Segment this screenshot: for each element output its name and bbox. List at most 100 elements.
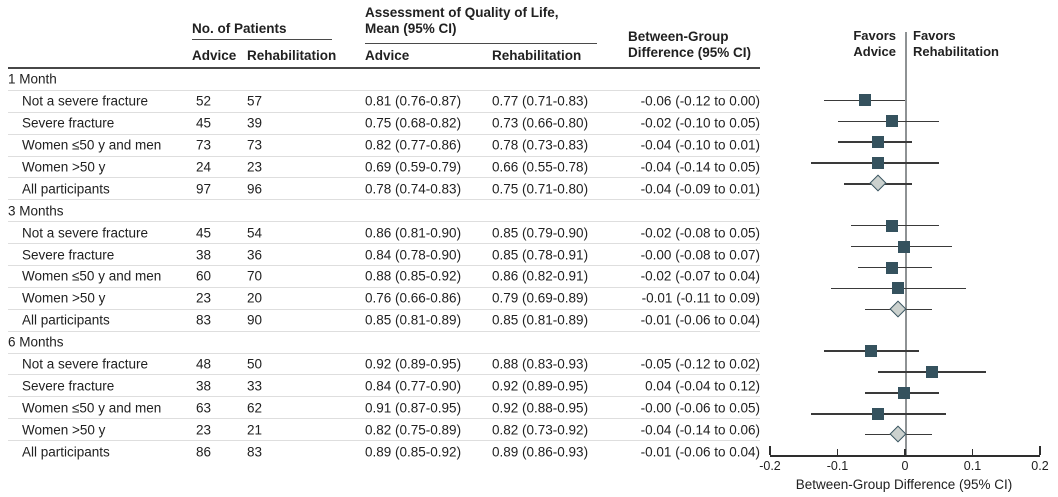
cell-subgroup-label: Severe fracture	[22, 378, 115, 394]
axis-line	[770, 455, 1040, 457]
cell-qol-rehabilitation: 0.85 (0.78-0.91)	[492, 247, 589, 263]
cell-subgroup-label: Not a severe fracture	[22, 93, 149, 109]
axis-tick-label: 0.2	[1031, 459, 1049, 473]
table-row: All participants 86 83 0.89 (0.85-0.92) 0.89…	[8, 441, 760, 462]
subheader-qol-rehabilitation: Rehabilitation	[492, 48, 582, 63]
cell-between-group-difference: -0.04 (-0.10 to 0.01)	[640, 137, 760, 153]
cell-n-rehabilitation: 70	[247, 268, 263, 284]
cell-qol-advice: 0.82 (0.75-0.89)	[365, 422, 462, 438]
forest-marker-square	[897, 386, 910, 399]
cell-qol-advice: 0.92 (0.89-0.95)	[365, 356, 462, 372]
cell-qol-rehabilitation: 0.92 (0.88-0.95)	[492, 400, 589, 416]
favors-rehabilitation-label: Favors Rehabilitation	[913, 28, 999, 59]
cell-n-rehabilitation: 90	[247, 312, 263, 328]
cell-between-group-difference: -0.04 (-0.09 to 0.01)	[640, 181, 760, 197]
axis-tick	[904, 449, 906, 455]
cell-n-advice: 97	[196, 181, 212, 197]
cell-n-rehabilitation: 54	[247, 225, 263, 241]
cell-subgroup-label: Women >50 y	[22, 159, 106, 175]
cell-subgroup-label: All participants	[22, 444, 110, 460]
cell-qol-rehabilitation: 0.89 (0.86-0.93)	[492, 444, 589, 460]
forest-marker-square	[885, 115, 898, 128]
cell-qol-advice: 0.78 (0.74-0.83)	[365, 181, 462, 197]
cell-qol-rehabilitation: 0.77 (0.71-0.83)	[492, 93, 589, 109]
cell-subgroup-label: Not a severe fracture	[22, 225, 149, 241]
axis-tick-label: -0.1	[826, 459, 849, 473]
table-row: Women >50 y 24 23 0.69 (0.59-0.79) 0.66 (0.5…	[8, 157, 760, 179]
rule-under-qol	[365, 43, 597, 44]
table-row: Women ≤50 y and men 63 62 0.91 (0.87-0.95) 0…	[8, 397, 760, 420]
cell-n-rehabilitation: 83	[247, 444, 263, 460]
subgroup-table: 1 Month Not a severe fracture 52 57 0.81 (0.…	[8, 69, 760, 462]
axis-tick-label: -0.2	[759, 459, 781, 473]
cell-between-group-difference: -0.02 (-0.08 to 0.05)	[640, 225, 760, 241]
cell-n-advice: 45	[196, 225, 212, 241]
cell-n-rehabilitation: 23	[247, 159, 263, 175]
cell-n-rehabilitation: 39	[247, 115, 263, 131]
cell-qol-advice: 0.76 (0.66-0.86)	[365, 290, 462, 306]
cell-between-group-difference: -0.00 (-0.06 to 0.05)	[640, 400, 760, 416]
cell-qol-rehabilitation: 0.82 (0.73-0.92)	[492, 422, 589, 438]
table-row: Women >50 y 23 20 0.76 (0.66-0.86) 0.79 (0.6…	[8, 288, 760, 310]
cell-subgroup-label: Women ≤50 y and men	[22, 268, 162, 284]
table-row: Women >50 y 23 21 0.82 (0.75-0.89) 0.82 (0.7…	[8, 419, 760, 442]
table-row: All participants 83 90 0.85 (0.81-0.89) 0.85…	[8, 310, 760, 332]
cell-qol-advice: 0.89 (0.85-0.92)	[365, 444, 462, 460]
cell-n-advice: 23	[196, 290, 212, 306]
cell-n-advice: 24	[196, 159, 212, 175]
forest-marker-diamond	[889, 300, 907, 318]
cell-qol-rehabilitation: 0.73 (0.66-0.80)	[492, 115, 589, 131]
col-group-qol-line1: Assessment of Quality of Life,	[365, 5, 559, 20]
cell-between-group-difference: 0.04 (-0.04 to 0.12)	[645, 378, 760, 394]
cell-between-group-difference: -0.01 (-0.11 to 0.09)	[641, 290, 760, 306]
forest-marker-square	[892, 282, 905, 295]
axis-tick	[769, 446, 771, 455]
cell-qol-advice: 0.84 (0.78-0.90)	[365, 247, 462, 263]
forest-marker-square	[926, 366, 938, 379]
cell-qol-rehabilitation: 0.88 (0.83-0.93)	[492, 356, 589, 372]
cell-qol-advice: 0.91 (0.87-0.95)	[365, 400, 462, 416]
forest-marker-square	[858, 94, 871, 107]
axis-tick	[836, 449, 839, 455]
axis-tick	[1039, 446, 1041, 455]
table-row: Severe fracture 45 39 0.75 (0.68-0.82) 0.73 …	[8, 113, 760, 135]
forest-marker-square	[872, 136, 884, 149]
cell-n-rehabilitation: 62	[247, 400, 263, 416]
cell-between-group-difference: -0.01 (-0.06 to 0.04)	[640, 312, 760, 328]
cell-subgroup-label: All participants	[22, 181, 110, 197]
cell-n-rehabilitation: 50	[247, 356, 263, 372]
cell-subgroup-label: Women ≤50 y and men	[22, 137, 162, 153]
forest-marker-square	[897, 240, 910, 253]
cell-qol-rehabilitation: 0.75 (0.71-0.80)	[492, 181, 589, 197]
favors-advice-label: Favors Advice	[853, 28, 896, 59]
table-row: Not a severe fracture 52 57 0.81 (0.76-0.87…	[8, 91, 760, 113]
section-label: 3 Months	[8, 203, 64, 219]
cell-between-group-difference: -0.04 (-0.14 to 0.05)	[640, 159, 760, 175]
cell-n-advice: 63	[196, 400, 212, 416]
cell-between-group-difference: -0.01 (-0.06 to 0.04)	[640, 444, 760, 460]
forest-marker-diamond	[889, 425, 907, 443]
col-header-between-group-line2: Difference (95% CI)	[628, 45, 752, 60]
cell-n-rehabilitation: 73	[247, 137, 263, 153]
col-group-qol-line2: Mean (95% CI)	[365, 21, 457, 36]
cell-n-rehabilitation: 36	[247, 247, 263, 263]
cell-n-advice: 48	[196, 356, 212, 372]
cell-subgroup-label: Severe fracture	[22, 247, 115, 263]
cell-subgroup-label: Not a severe fracture	[22, 356, 149, 372]
subheader-qol-advice: Advice	[365, 48, 410, 63]
forest-plot: Favors Advice Favors Rehabilitation -0.2…	[750, 0, 1058, 497]
subheader-patients-advice: Advice	[192, 48, 237, 63]
cell-n-rehabilitation: 57	[247, 93, 263, 109]
cell-n-rehabilitation: 21	[247, 422, 263, 438]
axis-tick-label: 0	[901, 459, 909, 473]
section-row: 6 Months	[8, 332, 760, 354]
table-row: Severe fracture 38 36 0.84 (0.78-0.90) 0.85 …	[8, 244, 760, 267]
cell-n-advice: 86	[196, 444, 212, 460]
axis-title: Between-Group Difference (95% CI)	[795, 477, 1013, 492]
cell-n-advice: 60	[196, 268, 212, 284]
forest-marker-square	[885, 219, 898, 232]
cell-qol-rehabilitation: 0.86 (0.82-0.91)	[492, 268, 589, 284]
forest-marker-square	[865, 345, 878, 358]
axis-tick-label: 0.1	[963, 459, 982, 473]
section-row: 3 Months	[8, 200, 760, 223]
